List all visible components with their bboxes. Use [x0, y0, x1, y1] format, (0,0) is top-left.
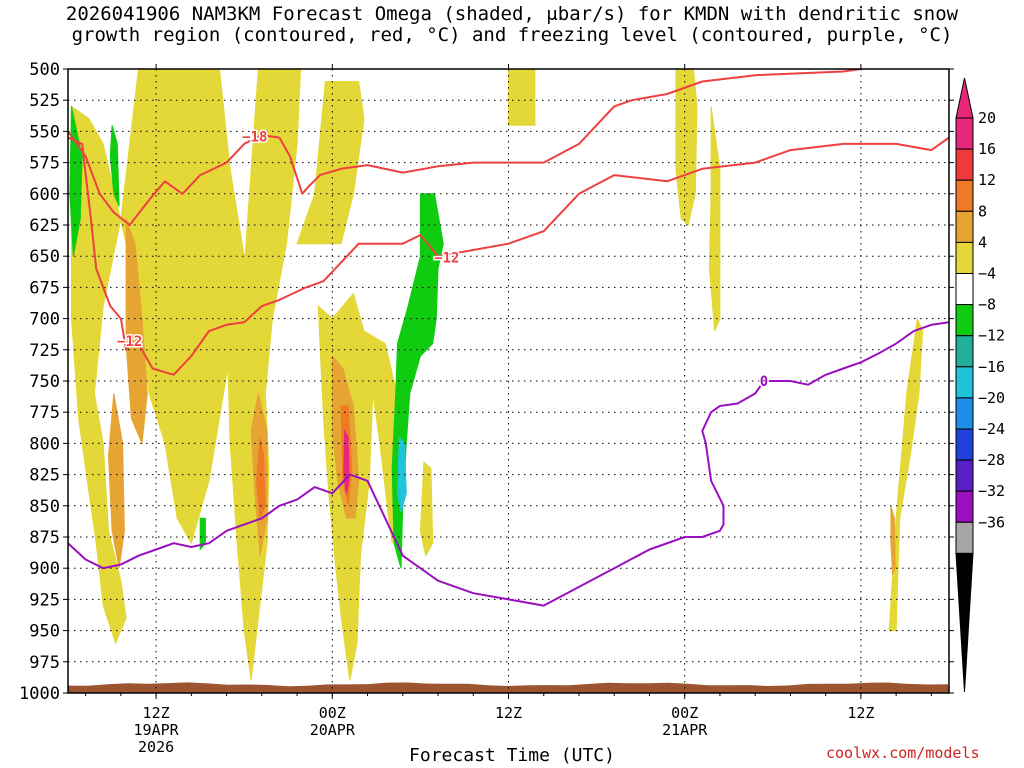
omega-region-6	[255, 437, 266, 519]
y-tick-label-950: 950	[29, 622, 60, 642]
y-tick-label-600: 600	[29, 185, 60, 205]
title-line-2: growth region (contoured, red, °C) and f…	[71, 24, 953, 46]
omega-region-3	[125, 218, 148, 446]
omega-region-7	[296, 81, 365, 245]
colorbar-label-9: −20	[978, 389, 1005, 407]
title-line-1: 2026041906 NAM3KM Forecast Omega (shaded…	[65, 3, 959, 25]
colorbar-label-6: −8	[978, 296, 996, 314]
contour-label-0: −18	[242, 129, 267, 145]
omega-region-23	[396, 435, 407, 513]
colorbar-bottom-arrow	[955, 552, 974, 693]
colorbar-label-1: 16	[978, 140, 996, 158]
x-tick-label-3: 00Z	[671, 704, 698, 722]
omega-region-1	[152, 69, 214, 282]
omega-region-14	[508, 69, 536, 126]
y-tick-label-900: 900	[29, 559, 60, 579]
x-tick-date-0: 19APR	[134, 721, 180, 739]
y-tick-label-725: 725	[29, 341, 60, 361]
omega-shading	[69, 69, 924, 681]
colorbar-label-13: −36	[978, 513, 1005, 531]
y-tick-label-925: 925	[29, 590, 60, 610]
colorbar-segment-13	[955, 521, 974, 554]
y-tick-label-550: 550	[29, 122, 60, 142]
contour-line-3	[68, 321, 949, 607]
colorbar-segment-9	[955, 397, 974, 430]
colorbar-label-10: −24	[978, 420, 1005, 438]
colorbar-label-3: 8	[978, 202, 987, 220]
colorbar: 20 16 12 8 4 −4 −8 −12 −16 −20 −24 −28 −32 −36	[955, 77, 1005, 693]
contour-label-1: −12	[117, 334, 142, 350]
y-tick-label-850: 850	[29, 497, 60, 517]
colorbar-segment-4	[955, 241, 974, 274]
x-tick-date-3: 21APR	[662, 721, 708, 739]
x-tick-label-4: 12Z	[847, 704, 874, 722]
x-tick-label-1: 00Z	[319, 704, 346, 722]
colorbar-label-2: 12	[978, 171, 996, 189]
y-tick-label-700: 700	[29, 310, 60, 330]
colorbar-label-8: −16	[978, 358, 1005, 376]
colorbar-segment-7	[955, 335, 974, 368]
colorbar-label-5: −4	[978, 265, 996, 283]
x-tick-year-0: 2026	[138, 738, 174, 756]
y-tick-label-775: 775	[29, 403, 60, 423]
credit-text: coolwx.com/models	[826, 744, 980, 762]
colorbar-segment-3	[955, 210, 974, 243]
colorbar-label-7: −12	[978, 327, 1005, 345]
y-tick-label-500: 500	[29, 60, 60, 80]
y-tick-label-650: 650	[29, 247, 60, 267]
omega-region-4	[226, 69, 302, 681]
omega-region-13	[419, 461, 434, 558]
omega-region-20	[109, 125, 120, 207]
gridlines	[68, 69, 949, 693]
colorbar-segment-10	[955, 428, 974, 461]
omega-region-17	[888, 316, 924, 632]
y-tick-label-525: 525	[29, 91, 60, 111]
omega-region-18	[890, 505, 896, 575]
colorbar-segment-6	[955, 304, 974, 337]
colorbar-label-0: 20	[978, 109, 996, 127]
contour-line-1	[68, 136, 949, 376]
x-tick-label-0: 12Z	[143, 704, 170, 722]
colorbar-segment-0	[955, 117, 974, 150]
y-tick-label-800: 800	[29, 434, 60, 454]
x-tick-label-2: 12Z	[495, 704, 522, 722]
y-tick-label-875: 875	[29, 528, 60, 548]
contour-line-0	[68, 130, 280, 226]
colorbar-segment-5	[955, 273, 974, 306]
y-tick-label-575: 575	[29, 154, 60, 174]
x-tick-date-1: 20APR	[310, 721, 356, 739]
colorbar-segment-2	[955, 179, 974, 212]
omega-region-16	[708, 106, 721, 332]
y-tick-label-1000: 1000	[19, 684, 60, 704]
colorbar-segment-11	[955, 459, 974, 492]
chart-title: 2026041906 NAM3KM Forecast Omega (shaded…	[0, 4, 1024, 46]
x-axis-label: Forecast Time (UTC)	[409, 745, 615, 766]
contour-lines: −18 −12 −12 0	[68, 69, 949, 607]
y-axis: 500 525 550 575 600 625 650 675 700 725 750 775 800 8…	[19, 60, 954, 704]
contour-line-2	[278, 69, 862, 195]
colorbar-segment-12	[955, 490, 974, 523]
contour-label-3: 0	[760, 374, 768, 390]
colorbar-segment-8	[955, 366, 974, 399]
y-tick-label-750: 750	[29, 372, 60, 392]
y-tick-label-975: 975	[29, 653, 60, 673]
y-tick-label-625: 625	[29, 216, 60, 236]
y-tick-label-675: 675	[29, 278, 60, 298]
contour-label-2: −12	[434, 250, 459, 266]
colorbar-label-11: −28	[978, 451, 1005, 469]
colorbar-segment-1	[955, 148, 974, 181]
omega-region-15	[675, 69, 698, 226]
colorbar-label-4: 4	[978, 233, 987, 251]
colorbar-label-12: −32	[978, 482, 1005, 500]
y-tick-label-825: 825	[29, 466, 60, 486]
colorbar-top-arrow	[955, 77, 974, 119]
